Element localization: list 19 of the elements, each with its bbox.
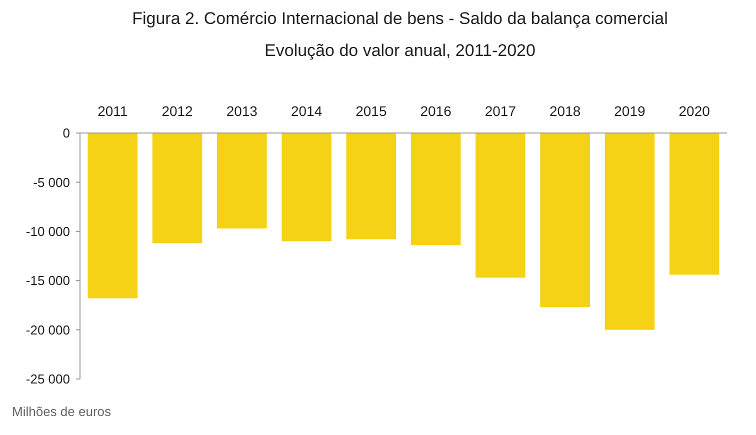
chart-subtitle: Evolução do valor anual, 2011-2020: [264, 41, 536, 60]
y-tick-label: 0: [62, 126, 70, 141]
x-tick-label: 2020: [678, 103, 710, 119]
x-tick-label: 2013: [226, 103, 258, 119]
y-tick-label: -5 000: [33, 174, 70, 190]
y-tick-label: -15 000: [26, 273, 70, 288]
chart-title: Figura 2. Comércio Internacional de bens - Saldo da balança comercial: [132, 9, 668, 28]
x-tick-label: 2016: [420, 103, 452, 119]
x-tick-label: 2014: [290, 103, 322, 119]
x-tick-label: 2018: [550, 103, 581, 119]
y-tick-label: -10 000: [26, 224, 70, 239]
y-tick-label: -25 000: [26, 372, 70, 387]
y-tick-label: -20 000: [26, 322, 70, 338]
x-tick-label: 2012: [162, 103, 194, 119]
x-tick-label: 2015: [356, 103, 387, 119]
text: Milhões de euros: [12, 404, 112, 419]
x-tick-label: 2011: [98, 103, 128, 119]
x-tick-label: 2019: [614, 103, 646, 119]
x-tick-label: 2017: [484, 103, 516, 119]
